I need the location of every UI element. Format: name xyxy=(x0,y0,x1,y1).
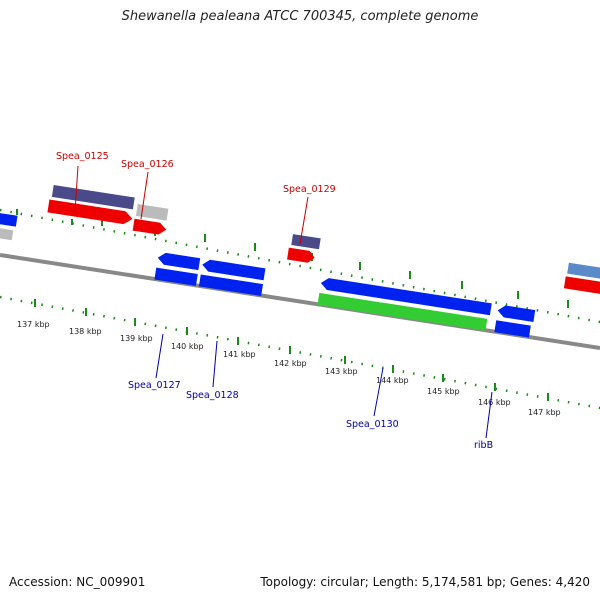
forward-tick-line xyxy=(0,208,600,324)
kbp-label: 138 kbp xyxy=(69,327,102,336)
kbp-label: 140 kbp xyxy=(171,342,204,351)
kbp-label: 141 kbp xyxy=(223,350,256,359)
genome-title: Shewanella pealeana ATCC 700345, complet… xyxy=(121,9,479,24)
gene-spea0125-upper[interactable] xyxy=(51,184,135,210)
kbp-label: 142 kbp xyxy=(274,359,307,368)
leader-line-spea0125 xyxy=(74,165,79,213)
leader-line-ribb xyxy=(485,391,493,439)
gene-left-blue[interactable] xyxy=(0,213,18,227)
gene-spea0129[interactable] xyxy=(287,247,316,264)
gene-label-spea0126[interactable]: Spea_0126 xyxy=(121,159,174,170)
kbp-label: 137 kbp xyxy=(17,320,50,329)
gene-spea0130[interactable] xyxy=(317,292,488,331)
accession-label: Accession: NC_009901 xyxy=(9,575,146,589)
kbp-label: 144 kbp xyxy=(376,376,409,385)
reverse-tick-line xyxy=(0,295,600,410)
leader-line-spea0130 xyxy=(373,367,384,417)
leader-line-spea0129 xyxy=(299,196,309,245)
gene-spea0128-upper[interactable] xyxy=(201,259,266,281)
gene-left-gray[interactable] xyxy=(0,227,14,241)
gene-label-spea0128[interactable]: Spea_0128 xyxy=(186,390,239,401)
gene-label-ribb[interactable]: ribB xyxy=(474,440,493,451)
kbp-label: 146 kbp xyxy=(478,398,511,407)
gene-right-red[interactable] xyxy=(563,276,600,297)
gene-spea0126-upper[interactable] xyxy=(135,204,169,221)
gene-label-spea0125[interactable]: Spea_0125 xyxy=(56,151,109,162)
gene-right-steel[interactable] xyxy=(567,262,600,282)
gene-spea0127-upper[interactable] xyxy=(157,252,201,271)
genome-summary: Topology: circular; Length: 5,174,581 bp… xyxy=(260,575,590,589)
kbp-label: 139 kbp xyxy=(120,334,153,343)
gene-spea0125[interactable] xyxy=(47,199,133,225)
leader-line-spea0127 xyxy=(155,333,164,379)
kbp-label: 145 kbp xyxy=(427,387,460,396)
gene-label-spea0129[interactable]: Spea_0129 xyxy=(283,184,336,195)
gene-ribb[interactable] xyxy=(494,320,531,338)
gene-spea0128[interactable] xyxy=(198,274,263,297)
gene-spea0126[interactable] xyxy=(132,218,167,236)
gene-spea0129-upper[interactable] xyxy=(291,234,321,250)
gene-ribb-upper[interactable] xyxy=(497,304,536,322)
kbp-labels: 137 kbp 138 kbp 139 kbp 140 kbp 141 kbp … xyxy=(17,320,561,417)
gene-label-spea0127[interactable]: Spea_0127 xyxy=(128,380,181,391)
leader-line-spea0126 xyxy=(140,171,149,220)
kbp-label: 143 kbp xyxy=(325,367,358,376)
reverse-major-ticks xyxy=(34,299,549,401)
kbp-label: 147 kbp xyxy=(528,408,561,417)
leader-line-spea0128 xyxy=(212,340,218,388)
gene-spea0130-upper[interactable] xyxy=(320,277,492,316)
gene-label-spea0130[interactable]: Spea_0130 xyxy=(346,419,399,430)
gene-spea0127[interactable] xyxy=(154,267,198,286)
